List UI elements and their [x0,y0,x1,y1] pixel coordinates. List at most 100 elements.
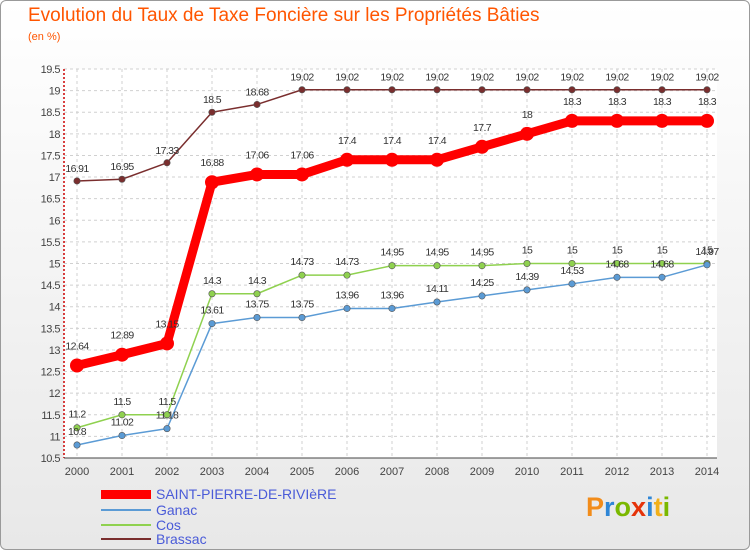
legend-item-cos: Cos [101,518,181,532]
data-point [565,113,579,128]
data-point [118,432,126,440]
data-label: 17.4 [338,135,357,147]
data-point [658,273,666,281]
logo-letter: r [604,492,615,522]
data-label: 16.91 [65,163,89,175]
data-label: 11.18 [156,410,179,422]
data-label: 15 [567,245,578,257]
data-label: 14.73 [290,256,314,268]
data-point [208,320,216,328]
data-label: 14.68 [605,258,629,270]
data-point [703,261,711,269]
data-label: 17.4 [428,135,447,147]
data-label: 15 [522,245,533,257]
legend-label-brassac: Brassac [156,531,207,547]
data-point [298,271,306,279]
data-point [160,336,174,351]
data-label: 19.02 [515,72,539,84]
data-point [523,86,531,94]
x-tick-label: 2009 [470,466,494,478]
data-point [118,411,126,419]
data-label: 19.02 [470,72,494,84]
data-point [433,86,441,94]
data-label: 14.3 [203,275,222,287]
data-label: 18.5 [203,94,222,106]
data-label: 19.02 [560,72,584,84]
data-label: 17.33 [155,145,179,157]
data-point [430,152,444,167]
data-label: 17.7 [473,122,492,134]
x-tick-label: 2000 [65,466,89,478]
legend-label-ganac: Ganac [156,502,198,518]
data-point [298,86,306,94]
data-label: 13.75 [290,299,314,311]
data-point [73,441,81,449]
data-point [253,100,261,108]
data-point [208,108,216,116]
data-label: 19.02 [425,72,449,84]
data-point [250,167,264,182]
data-point [205,175,219,190]
chart-title: Evolution du Taux de Taxe Foncière sur l… [28,5,540,26]
data-label: 14.95 [470,247,494,259]
data-label: 13.15 [155,318,179,330]
y-tick-label: 13.5 [41,323,61,335]
data-point [388,86,396,94]
y-tick-label: 12.5 [41,367,61,379]
y-tick-label: 17 [49,172,61,184]
y-tick-label: 10.5 [41,453,61,465]
data-label: 11.5 [158,396,176,408]
data-point [208,290,216,298]
data-label: 14.25 [470,277,494,289]
x-tick-label: 2004 [245,466,269,478]
data-point [613,86,621,94]
x-tick-label: 2012 [605,466,629,478]
data-label: 14.11 [426,283,449,295]
data-label: 19.02 [335,72,359,84]
logo-letter: P [586,492,605,522]
y-tick-label: 19 [49,86,61,98]
x-tick-label: 2013 [650,466,674,478]
data-label: 16.95 [110,161,134,173]
legend-swatch-cos [101,524,151,526]
data-label: 14.97 [695,246,719,258]
data-label: 17.06 [290,149,314,161]
data-label: 14.3 [248,275,267,287]
data-point [115,347,129,362]
y-tick-label: 18.5 [41,107,61,119]
data-point [298,314,306,322]
data-label: 11.02 [111,417,134,429]
data-point [655,113,669,128]
data-label: 18.3 [563,96,582,108]
legend-swatch-brassac [101,538,151,540]
y-tick-label: 15 [49,259,61,271]
data-point [700,113,714,128]
data-label: 12.89 [110,330,134,342]
x-tick-label: 2006 [335,466,359,478]
data-point [658,259,666,267]
data-point [523,259,531,267]
y-tick-label: 14 [49,302,61,314]
y-tick-label: 16 [49,215,61,227]
data-point [73,177,81,185]
data-label: 18.3 [653,96,672,108]
x-tick-label: 2007 [380,466,404,478]
legend-item-ganac: Ganac [101,503,197,517]
x-tick-label: 2002 [155,466,179,478]
data-point [253,290,261,298]
data-label: 11.5 [113,396,131,408]
data-point [163,425,171,433]
data-point [118,175,126,183]
data-point [253,314,261,322]
data-label: 19.02 [650,72,674,84]
data-label: 15 [702,245,713,257]
y-tick-label: 16.5 [41,194,61,206]
data-point [163,411,171,419]
y-tick-label: 18 [49,129,61,141]
data-point [340,152,354,167]
data-label: 18.68 [245,86,269,98]
y-tick-label: 12 [49,388,61,400]
y-tick-label: 15.5 [41,237,61,249]
